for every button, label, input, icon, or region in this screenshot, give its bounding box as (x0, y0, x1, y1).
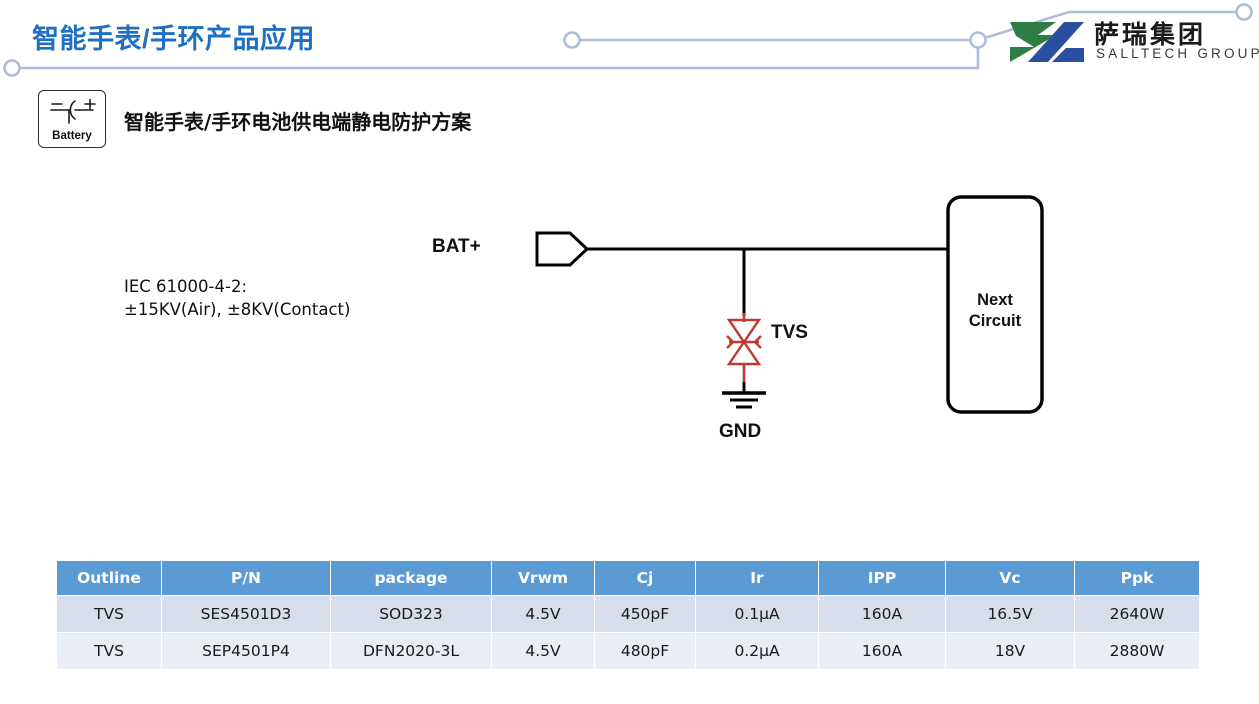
tvs-diode-symbol (726, 318, 762, 366)
table-cell: SEP4501P4 (162, 633, 330, 669)
table-cell: 2640W (1075, 596, 1199, 632)
table-row: TVS SES4501D3 SOD323 4.5V 450pF 0.1μA 160A 16.5… (57, 596, 1199, 632)
table-col-header-p-n: P/N (162, 561, 330, 595)
next-circuit-box (946, 195, 1044, 414)
table-cell: 160A (819, 596, 945, 632)
table-cell: 480pF (595, 633, 695, 669)
logo-blue-foot (1052, 48, 1084, 62)
logo-name-cn: 萨瑞集团 (1094, 20, 1207, 49)
table-cell: 0.2μA (696, 633, 818, 669)
iec-standard-note: IEC 61000-4-2: ±15KV(Air), ±8KV(Contact) (124, 275, 350, 321)
logo-name-en: SALLTECH GROUP (1096, 46, 1259, 61)
next-circuit-line-2: Circuit (968, 312, 1022, 330)
brand-logo: 萨瑞集团 SALLTECH GROUP (1008, 12, 1259, 68)
table-header-row: Outline P/N package Vrwm Cj Ir IPP Vc Ppk (57, 561, 1199, 595)
table-col-header-vrwm: Vrwm (492, 561, 594, 595)
table-cell: TVS (57, 596, 161, 632)
next-circuit-line-1: Next (977, 291, 1013, 309)
iec-note-line-2: ±15KV(Air), ±8KV(Contact) (124, 300, 351, 319)
battery-badge-label: Battery (52, 130, 92, 142)
section-heading: 智能手表/手环电池供电端静电防护方案 (124, 110, 472, 134)
table-col-header-ir: Ir (696, 561, 818, 595)
circuit-diagram (535, 195, 1044, 414)
bat-connector-pin (535, 231, 590, 267)
table-cell: SES4501D3 (162, 596, 330, 632)
next-circuit-label: Next Circuit (948, 290, 1042, 332)
table-cell: 2880W (1075, 633, 1199, 669)
page-title: 智能手表/手环产品应用 (32, 24, 316, 54)
table-cell: SOD323 (331, 596, 491, 632)
table-body: TVS SES4501D3 SOD323 4.5V 450pF 0.1μA 160A 16.5… (57, 596, 1199, 669)
table-col-header-cj: Cj (595, 561, 695, 595)
deco-node-mid (969, 31, 987, 49)
table-cell: 16.5V (946, 596, 1074, 632)
battery-badge: Battery (38, 90, 106, 148)
spec-table: Outline P/N package Vrwm Cj Ir IPP Vc Ppk TVS SES… (56, 560, 1200, 670)
gnd-label: GND (719, 421, 762, 442)
table-cell: 4.5V (492, 596, 594, 632)
table-cell: 450pF (595, 596, 695, 632)
table-col-header-ppk: Ppk (1075, 561, 1199, 595)
table-cell: 160A (819, 633, 945, 669)
table-col-header-package: package (331, 561, 491, 595)
tvs-label: TVS (771, 322, 808, 343)
table-cell: TVS (57, 633, 161, 669)
iec-note-line-1: IEC 61000-4-2: (124, 277, 248, 296)
bat-plus-label: BAT+ (432, 236, 481, 257)
ground-symbol (722, 382, 766, 409)
table-cell: 18V (946, 633, 1074, 669)
table-cell: 4.5V (492, 633, 594, 669)
table-col-header-vc: Vc (946, 561, 1074, 595)
table-col-header-outline: Outline (57, 561, 161, 595)
deco-node-center (563, 31, 581, 49)
deco-node-left (3, 59, 21, 77)
table-cell: DFN2020-3L (331, 633, 491, 669)
logo-green-shape (1010, 22, 1056, 62)
table-row: TVS SEP4501P4 DFN2020-3L 4.5V 480pF 0.2μA 160A… (57, 633, 1199, 669)
salltech-logo-mark (1010, 22, 1084, 62)
battery-symbol-icon (50, 98, 96, 124)
table-col-header-ipp: IPP (819, 561, 945, 595)
logo-blue-shape (1028, 22, 1084, 62)
table-cell: 0.1μA (696, 596, 818, 632)
